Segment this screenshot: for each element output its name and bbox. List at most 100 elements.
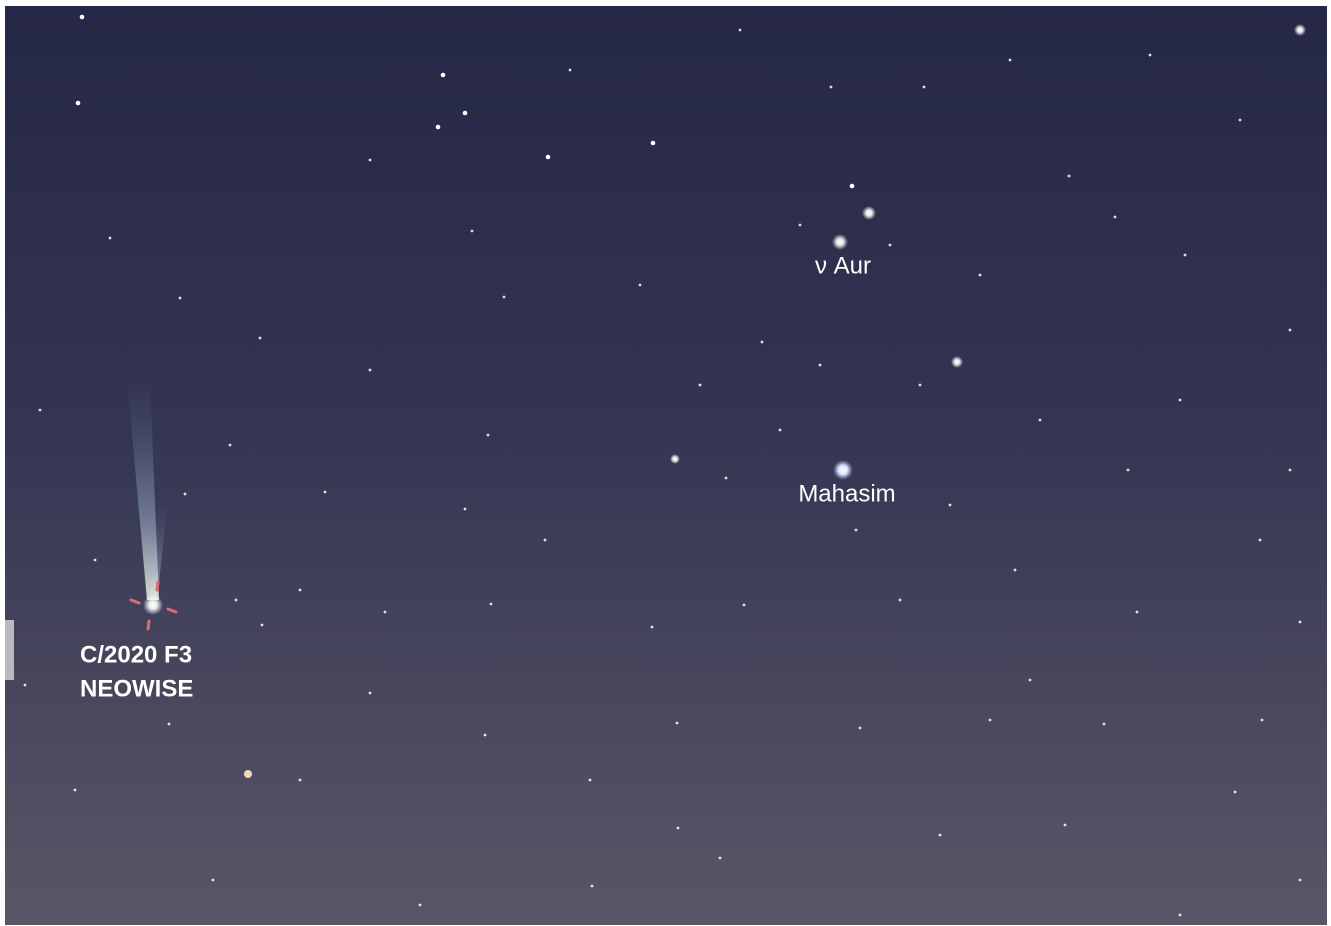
- star[interactable]: [761, 341, 764, 344]
- star[interactable]: [1103, 723, 1106, 726]
- star[interactable]: [939, 834, 942, 837]
- star[interactable]: [369, 159, 372, 162]
- star[interactable]: [490, 603, 493, 606]
- sky-background: [5, 6, 1327, 925]
- star[interactable]: [179, 297, 182, 300]
- star[interactable]: [436, 125, 441, 130]
- comet-label: NEOWISE: [80, 675, 193, 702]
- star[interactable]: [419, 904, 422, 907]
- star[interactable]: [487, 434, 490, 437]
- star[interactable]: [677, 827, 680, 830]
- star[interactable]: [1009, 59, 1012, 62]
- star[interactable]: [1149, 54, 1152, 57]
- star[interactable]: [544, 539, 547, 542]
- star[interactable]: [109, 237, 112, 240]
- star[interactable]: [1299, 621, 1302, 624]
- star[interactable]: [1239, 119, 1242, 122]
- star[interactable]: [184, 493, 187, 496]
- star[interactable]: [779, 429, 782, 432]
- star[interactable]: [832, 234, 848, 250]
- star[interactable]: [639, 284, 642, 287]
- star[interactable]: [369, 692, 372, 695]
- star[interactable]: [855, 529, 858, 532]
- star[interactable]: [471, 230, 474, 233]
- star[interactable]: [589, 779, 592, 782]
- star[interactable]: [862, 206, 876, 220]
- star[interactable]: [859, 727, 862, 730]
- star[interactable]: [299, 589, 302, 592]
- star[interactable]: [299, 779, 302, 782]
- star[interactable]: [1259, 539, 1262, 542]
- star[interactable]: [235, 599, 238, 602]
- star[interactable]: [39, 409, 42, 412]
- star[interactable]: [1114, 216, 1117, 219]
- star[interactable]: [949, 504, 952, 507]
- star[interactable]: [923, 86, 926, 89]
- star[interactable]: [546, 155, 551, 160]
- star[interactable]: [1184, 254, 1187, 257]
- side-tab[interactable]: [5, 620, 14, 680]
- star[interactable]: [229, 444, 232, 447]
- star[interactable]: [1064, 824, 1067, 827]
- star[interactable]: [1179, 914, 1182, 917]
- star[interactable]: [739, 29, 742, 32]
- star[interactable]: [503, 296, 506, 299]
- star[interactable]: [1127, 469, 1130, 472]
- star[interactable]: [484, 734, 487, 737]
- star[interactable]: [1234, 791, 1237, 794]
- star[interactable]: [24, 684, 27, 687]
- star[interactable]: [989, 719, 992, 722]
- star[interactable]: [889, 244, 892, 247]
- star[interactable]: [1136, 611, 1139, 614]
- star[interactable]: [463, 111, 468, 116]
- star[interactable]: [261, 624, 264, 627]
- star[interactable]: [74, 789, 77, 792]
- star[interactable]: [699, 384, 702, 387]
- star[interactable]: [719, 857, 722, 860]
- sky-view: ν Aur Mahasim C/2020 F3 NEOWISE: [0, 0, 1331, 926]
- star[interactable]: [1299, 879, 1302, 882]
- star[interactable]: [725, 477, 728, 480]
- page: {"labels": {"star_1": "ν Aur", "star_2":…: [0, 0, 1331, 926]
- star[interactable]: [676, 722, 679, 725]
- star[interactable]: [464, 508, 467, 511]
- star[interactable]: [569, 69, 572, 72]
- star[interactable]: [324, 491, 327, 494]
- star[interactable]: [1261, 719, 1264, 722]
- star[interactable]: [919, 384, 922, 387]
- star[interactable]: [850, 184, 855, 189]
- star[interactable]: [1179, 399, 1182, 402]
- star[interactable]: [1289, 469, 1292, 472]
- star[interactable]: [651, 141, 656, 146]
- star[interactable]: [259, 337, 262, 340]
- star[interactable]: [830, 86, 833, 89]
- star[interactable]: [80, 15, 85, 20]
- star[interactable]: [1294, 24, 1306, 36]
- comet-label: C/2020 F3: [80, 641, 192, 668]
- star[interactable]: [76, 101, 81, 106]
- star[interactable]: [951, 356, 963, 368]
- star[interactable]: [369, 369, 372, 372]
- star[interactable]: [1029, 679, 1032, 682]
- star[interactable]: [651, 626, 654, 629]
- star[interactable]: [833, 460, 853, 480]
- star[interactable]: [1289, 329, 1292, 332]
- star[interactable]: [168, 723, 171, 726]
- star[interactable]: [441, 73, 446, 78]
- star[interactable]: [94, 559, 97, 562]
- star[interactable]: [670, 454, 680, 464]
- star[interactable]: [1068, 175, 1071, 178]
- star-label: Mahasim: [798, 480, 895, 507]
- star[interactable]: [743, 604, 746, 607]
- star[interactable]: [1014, 569, 1017, 572]
- star[interactable]: [1039, 419, 1042, 422]
- star-label: ν Aur: [815, 252, 871, 279]
- star[interactable]: [244, 770, 252, 778]
- star[interactable]: [799, 224, 802, 227]
- star[interactable]: [899, 599, 902, 602]
- star[interactable]: [384, 611, 387, 614]
- star[interactable]: [591, 885, 594, 888]
- star[interactable]: [819, 364, 822, 367]
- star[interactable]: [979, 274, 982, 277]
- star[interactable]: [212, 879, 215, 882]
